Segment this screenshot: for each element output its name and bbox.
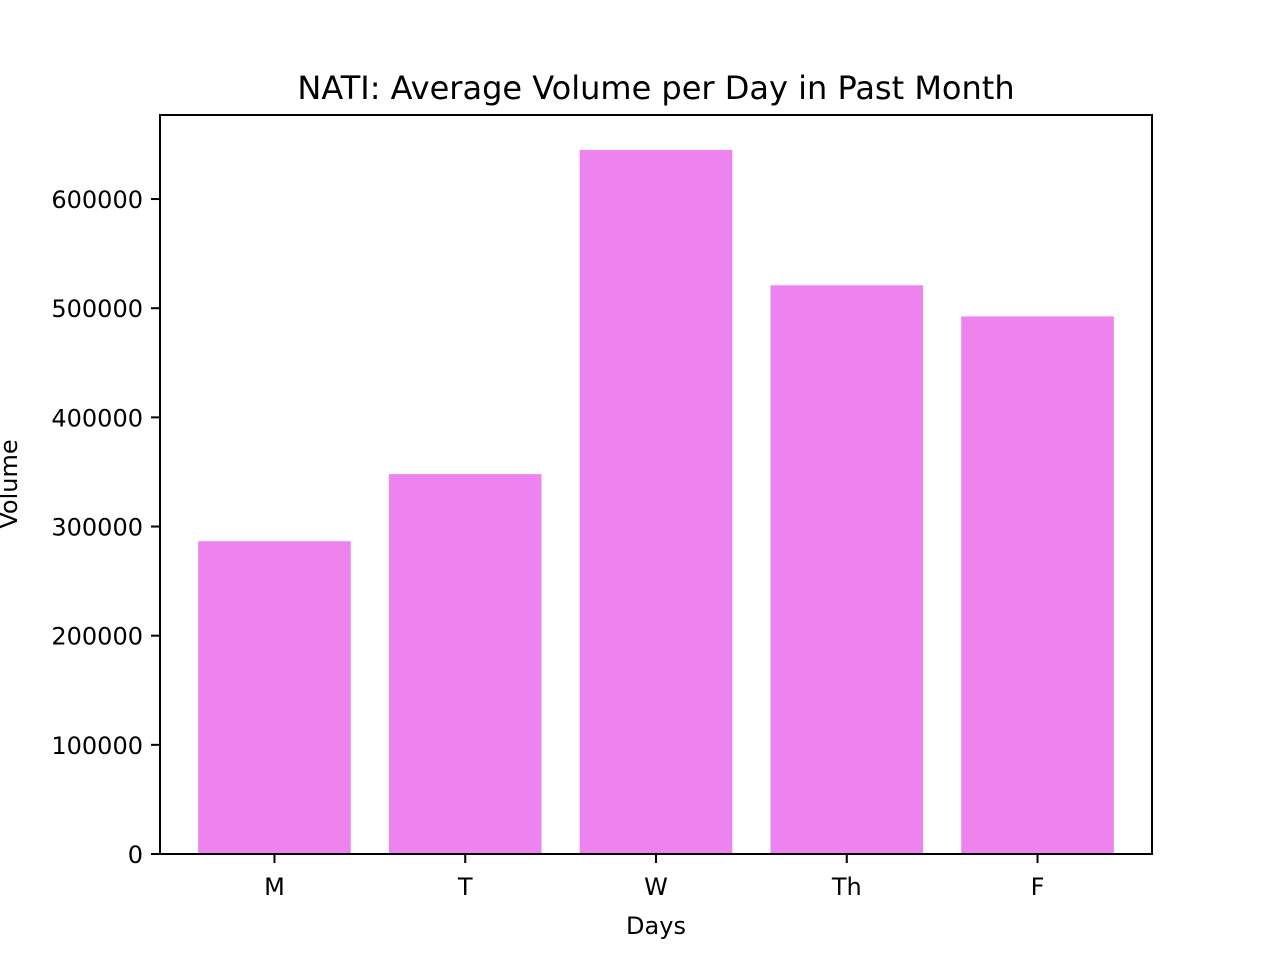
x-tick-label: M bbox=[264, 873, 285, 901]
y-tick-label: 600000 bbox=[51, 186, 143, 214]
bar-w bbox=[579, 149, 733, 855]
x-tick-label: T bbox=[457, 873, 473, 901]
y-tick-label: 500000 bbox=[51, 295, 143, 323]
plot-frame bbox=[159, 114, 1153, 855]
bar-th bbox=[770, 285, 924, 854]
y-tick-label: 0 bbox=[128, 841, 143, 869]
x-tick-label: F bbox=[1031, 873, 1045, 901]
x-tick-label: W bbox=[644, 873, 668, 901]
chart-title: NATI: Average Volume per Day in Past Mon… bbox=[297, 69, 1014, 107]
y-tick-label: 300000 bbox=[51, 514, 143, 542]
bar-f bbox=[961, 316, 1114, 854]
x-tick-label: Th bbox=[831, 873, 862, 901]
bar-t bbox=[388, 474, 542, 854]
y-tick-label: 200000 bbox=[51, 623, 143, 651]
bars-group bbox=[198, 149, 1114, 855]
x-axis-label: Days bbox=[626, 912, 686, 940]
x-axis-ticks: M T W Th F bbox=[264, 854, 1044, 901]
bar-m bbox=[198, 541, 351, 854]
y-axis-label: Volume bbox=[0, 439, 23, 528]
y-axis-ticks: 0 100000 200000 300000 400000 500000 600000 bbox=[51, 186, 160, 869]
y-tick-label: 400000 bbox=[51, 404, 143, 432]
y-tick-label: 100000 bbox=[51, 732, 143, 760]
